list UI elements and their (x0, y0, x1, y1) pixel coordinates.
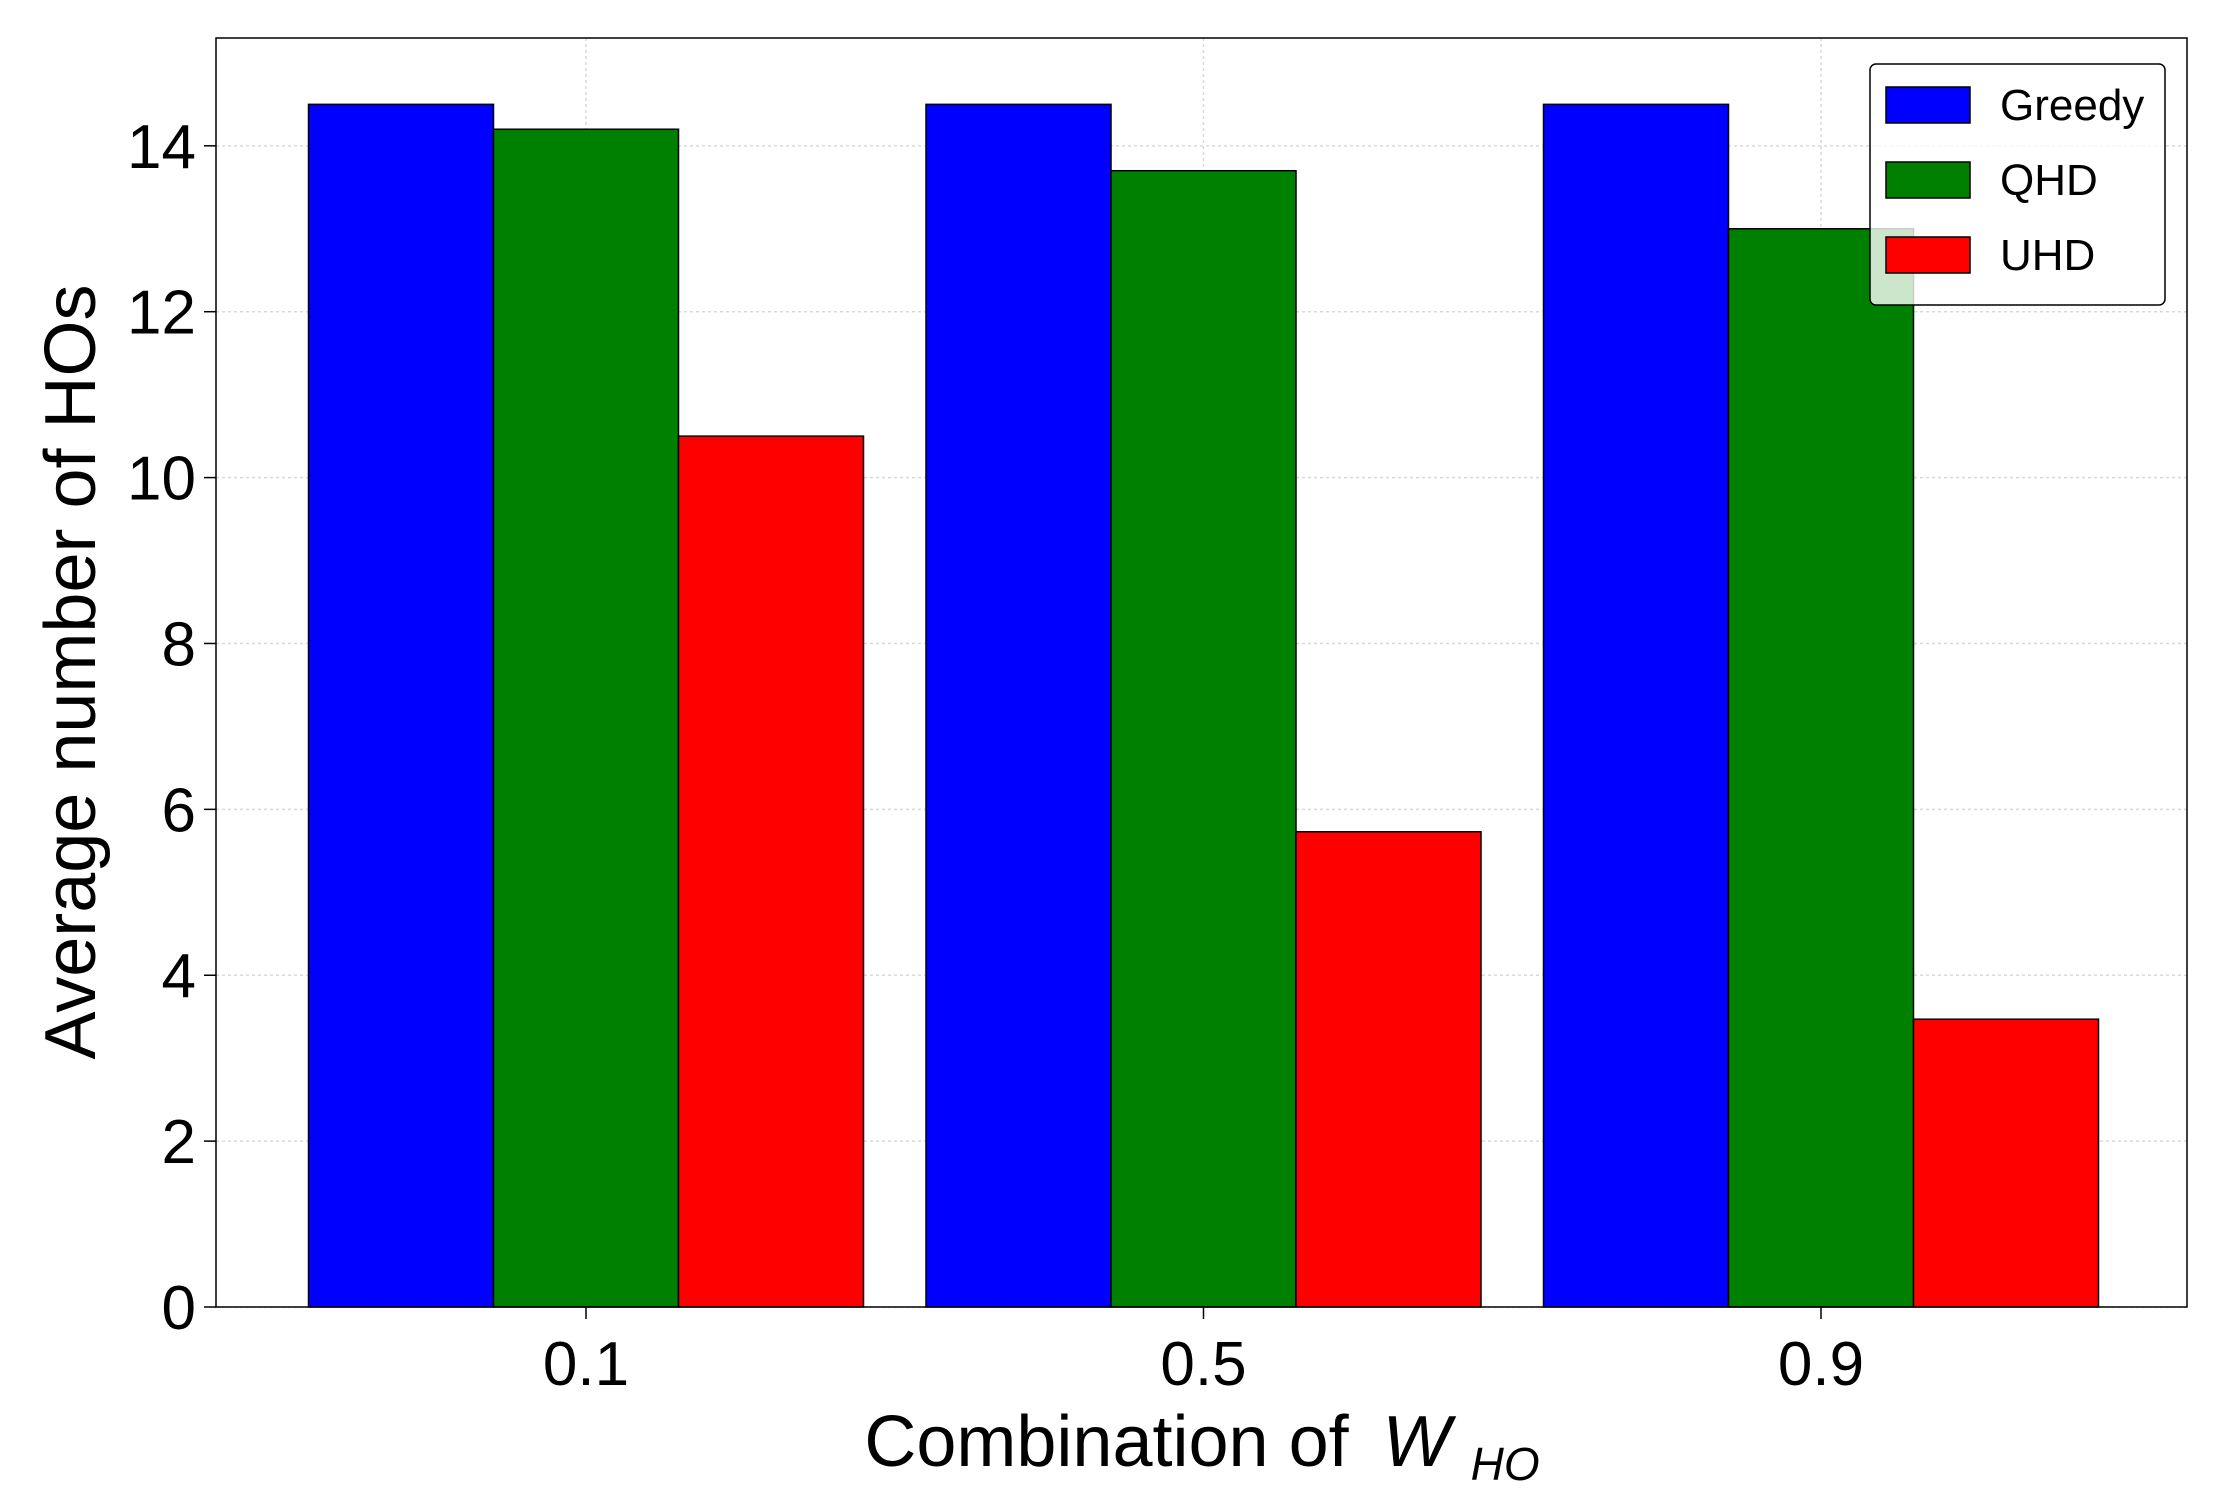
y-tick-label: 2 (162, 1108, 196, 1177)
y-axis-label: Average number of HOs (31, 284, 111, 1059)
y-tick-label: 4 (162, 942, 196, 1011)
legend-swatch-uhd (1885, 236, 1971, 274)
legend-items: Greedy QHD UHD (1885, 81, 2144, 280)
bars (307, 103, 2100, 1308)
bar-uhd-0.5 (1295, 830, 1482, 1308)
x-axis-label-text: Combination of (864, 1402, 1349, 1482)
x-tick-label: 0.5 (1160, 1330, 1246, 1399)
legend-label-greedy: Greedy (2000, 81, 2144, 130)
bar-greedy-0.9 (1542, 103, 1730, 1308)
bar-uhd-0.1 (677, 435, 865, 1308)
bar-uhd-0.9 (1912, 1018, 2100, 1308)
y-axis-ticks: 0 2 4 6 8 10 12 14 (127, 113, 216, 1343)
bar-qhd-0.1 (492, 128, 680, 1308)
x-axis-ticks: 0.1 0.5 0.9 (543, 1307, 1864, 1399)
legend-label-uhd: UHD (2000, 231, 2095, 280)
bar-greedy-0.5 (925, 103, 1112, 1308)
bar-qhd-0.9 (1727, 228, 1915, 1308)
x-axis-label-subscript: HO (1471, 1438, 1540, 1490)
y-tick-label: 10 (127, 445, 196, 514)
y-tick-label: 0 (162, 1274, 196, 1343)
x-tick-label: 0.9 (1778, 1330, 1864, 1399)
legend: Greedy QHD UHD (1869, 63, 2166, 306)
legend-swatch-greedy (1885, 86, 1971, 124)
legend-label-qhd: QHD (2000, 156, 2098, 205)
y-tick-label: 14 (127, 113, 196, 182)
bar-greedy-0.1 (307, 103, 495, 1308)
plot-frame (215, 37, 2188, 1308)
y-tick-label: 6 (162, 776, 196, 845)
legend-swatch-qhd (1885, 161, 1971, 199)
y-tick-label: 12 (127, 279, 196, 348)
x-tick-label: 0.1 (543, 1330, 629, 1399)
x-axis-label-symbol: W (1383, 1402, 1457, 1482)
bar-qhd-0.5 (1110, 169, 1297, 1308)
y-tick-label: 8 (162, 610, 196, 679)
x-axis-label: Combination of W HO (864, 1402, 1539, 1490)
